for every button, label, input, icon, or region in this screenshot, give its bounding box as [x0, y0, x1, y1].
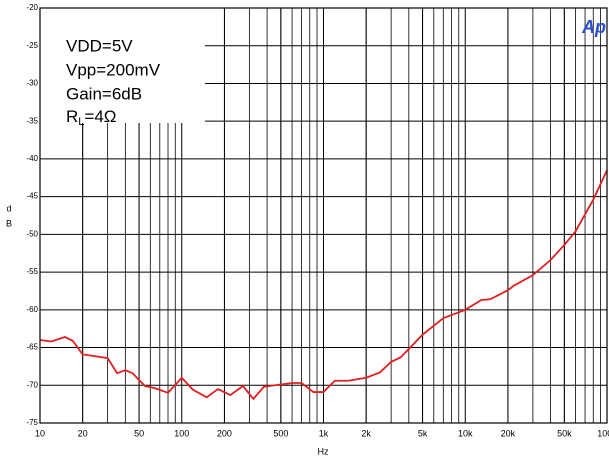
y-axis-label: B [6, 218, 12, 228]
data-line [39, 169, 608, 401]
y-tick-label: -75 [26, 418, 38, 427]
y-tick-label: -55 [26, 267, 38, 276]
y-tick-label: -45 [26, 192, 38, 201]
annotation-line: Vpp=200mV [66, 60, 161, 79]
x-tick-label: 5k [418, 428, 428, 438]
annotation-box [40, 8, 205, 123]
y-axis-label: d [6, 203, 11, 213]
y-tick-label: -20 [26, 3, 38, 12]
annotation-rl: R [66, 107, 78, 126]
annotation-rl-rest: =4Ω [84, 107, 116, 126]
x-tick-label: 100 [174, 428, 189, 438]
y-tick-label: -65 [26, 343, 38, 352]
annotation-rl-sub: L [78, 116, 84, 128]
plot-frame [39, 7, 608, 424]
y-tick-label: -60 [26, 305, 38, 314]
annotation-line: Gain=6dB [66, 84, 142, 103]
x-tick-label: 50k [557, 428, 572, 438]
x-axis-label: Hz [318, 446, 329, 456]
x-tick-label: 1k [319, 428, 329, 438]
x-tick-label: 50 [134, 428, 144, 438]
y-tick-label: -40 [26, 154, 38, 163]
x-tick-label: 20k [501, 428, 516, 438]
annotation-line: VDD=5V [66, 36, 133, 55]
y-tick-label: -70 [26, 380, 38, 389]
x-tick-label: 10 [35, 428, 45, 438]
x-tick-label: 2k [361, 428, 371, 438]
x-tick-label: 20 [78, 428, 88, 438]
x-tick-label: 500 [273, 428, 288, 438]
logo: Ap [581, 17, 606, 37]
y-tick-label: -35 [26, 116, 38, 125]
y-tick-label: -30 [26, 79, 38, 88]
y-tick-label: -25 [26, 41, 38, 50]
x-tick-label: 10k [458, 428, 473, 438]
y-tick-label: -50 [26, 229, 38, 238]
annotation-line: RL=4Ω [66, 107, 117, 127]
x-tick-label: 100k [597, 428, 609, 438]
x-tick-label: 200 [217, 428, 232, 438]
